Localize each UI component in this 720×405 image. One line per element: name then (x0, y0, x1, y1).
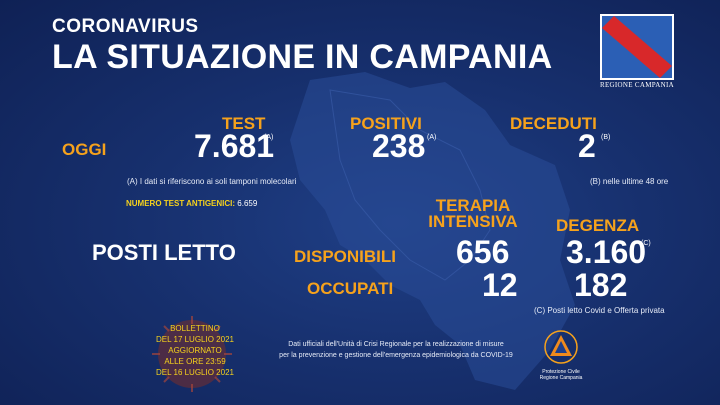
bulletin-line2: DEL 17 LUGLIO 2021 (156, 335, 234, 344)
ward-heading: DEGENZA (556, 216, 640, 235)
test-marker: (A) (264, 134, 274, 141)
test-number: 7.681 (194, 128, 275, 164)
beds-label: POSTI LETTO (92, 240, 236, 265)
occupied-label: OCCUPATI (307, 279, 394, 298)
note-b: (B) nelle ultime 48 ore (590, 177, 669, 186)
today-label: OGGI (62, 140, 107, 159)
ward-occupied-value: 182 (574, 267, 628, 303)
icu-available-value: 656 (456, 234, 510, 270)
official-line1: Dati ufficiali dell'Unità di Crisi Regio… (288, 341, 504, 348)
deaths-marker: (B) (601, 134, 611, 141)
bulletin-line1: BOLLETTINO (170, 324, 220, 333)
official-line2: per la prevenzione e gestione dell'emerg… (279, 352, 513, 359)
region-shield-icon (600, 14, 674, 80)
region-logo-text: REGIONE CAMPANIA (600, 81, 674, 89)
deaths-heading: DECEDUTI (510, 114, 597, 133)
virus-icon (152, 316, 232, 392)
deaths-number: 2 (578, 128, 596, 164)
positive-number: 238 (372, 128, 426, 164)
positive-value: 238 (372, 128, 425, 165)
campania-map-silhouette (290, 72, 575, 390)
positive-marker: (A) (427, 134, 437, 141)
antigen-label: NUMERO TEST ANTIGENICI: (126, 199, 236, 208)
icu-heading-line1: TERAPIA (435, 196, 511, 215)
ward-marker: (C) (641, 240, 651, 247)
available-label: DISPONIBILI (294, 247, 397, 266)
positive-heading: POSITIVI (350, 114, 422, 133)
icu-heading-line2: INTENSIVA (428, 212, 518, 231)
protezione-civile-logo: Protezione Civile Regione Campania (536, 330, 586, 381)
bulletin-line5: DEL 16 LUGLIO 2021 (156, 368, 234, 377)
note-c: (C) Posti letto Covid e Offerta privata (534, 306, 665, 315)
ward-available-value: 3.160 (566, 234, 647, 270)
icu-heading: TERAPIA INTENSIVA (418, 196, 528, 231)
note-a: (A) I dati si riferiscono ai soli tampon… (127, 177, 297, 186)
page-title: LA SITUAZIONE IN CAMPANIA (52, 38, 553, 76)
protezione-line2: Regione Campania (539, 375, 583, 381)
deaths-value: 2 (578, 128, 596, 165)
region-logo: REGIONE CAMPANIA (600, 14, 674, 89)
antigen-value: 6.659 (237, 199, 258, 208)
bulletin-line3: AGGIORNATO (168, 346, 222, 355)
test-value: 7.681 (194, 128, 274, 165)
antigen-tests: NUMERO TEST ANTIGENICI: 6.659 (126, 199, 257, 208)
bulletin-line4: ALLE ORE 23:59 (164, 357, 226, 366)
icu-occupied-value: 12 (482, 267, 518, 303)
protezione-civile-icon (544, 330, 578, 364)
bulletin-info: BOLLETTINO DEL 17 LUGLIO 2021 AGGIORNATO… (150, 323, 240, 378)
official-source: Dati ufficiali dell'Unità di Crisi Regio… (262, 339, 530, 361)
protezione-line1: Protezione Civile (542, 369, 580, 375)
subtitle: CORONAVIRUS (52, 16, 199, 37)
test-heading: TEST (222, 114, 266, 133)
